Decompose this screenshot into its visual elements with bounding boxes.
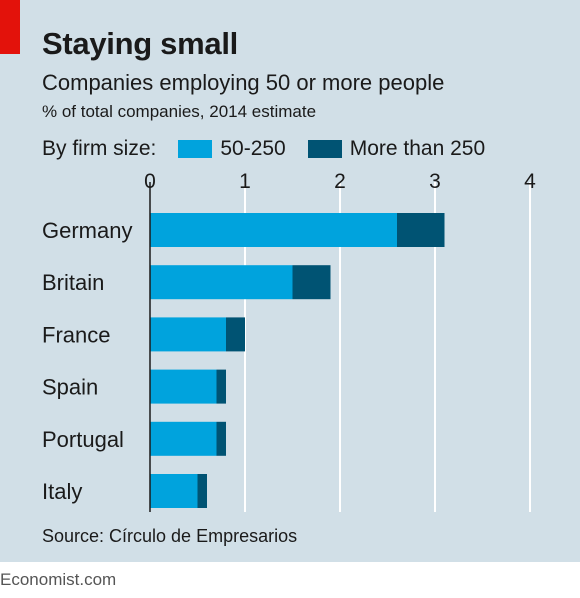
bar-italy-50-250 [150, 474, 198, 508]
bar-france-50-250 [150, 317, 226, 352]
legend-text-more-than-250: More than 250 [349, 137, 486, 160]
source-note: Source: Círculo de Empresarios [42, 526, 298, 546]
chart-subtitle: Companies employing 50 or more people [42, 70, 445, 95]
legend-text-50-250: 50-250 [220, 137, 286, 160]
chart-unit: % of total companies, 2014 estimate [42, 102, 317, 121]
x-tick-label-0: 0 [144, 170, 156, 193]
bar-portugal-more-than-250 [216, 421, 226, 456]
legend-item-more-than-250: More than 250 [307, 137, 486, 161]
legend-item-50-250: 50-250 [178, 137, 286, 161]
red-tag [0, 0, 20, 54]
category-label-france: France [42, 322, 110, 347]
x-tick-label-2: 2 [334, 170, 346, 193]
bar-portugal-50-250 [150, 421, 217, 456]
bar-france-more-than-250 [226, 317, 245, 352]
chart-title: Staying small [42, 26, 238, 61]
legend: By firm size: 50-250 More than 250 [42, 136, 485, 162]
x-tick-label-4: 4 [524, 170, 536, 193]
category-label-spain: Spain [42, 375, 98, 400]
bar-germany-more-than-250 [397, 213, 445, 247]
bar-britain-50-250 [150, 265, 293, 300]
bar-chart: 0 1 2 3 4 Germany Britain France Spain Portugal It… [42, 170, 536, 512]
category-label-germany: Germany [42, 218, 132, 243]
x-tick-label-1: 1 [239, 170, 251, 193]
bar-spain-50-250 [150, 369, 217, 404]
legend-label: By firm size: [42, 137, 157, 160]
footer-credit: Economist.com [0, 570, 117, 589]
bar-italy-more-than-250 [197, 474, 207, 508]
bar-spain-more-than-250 [216, 369, 226, 404]
category-label-portugal: Portugal [42, 427, 124, 452]
bar-britain-more-than-250 [292, 265, 331, 300]
legend-swatch-more-than-250 [307, 140, 342, 158]
category-label-britain: Britain [42, 270, 104, 295]
bar-germany-50-250 [150, 213, 397, 247]
legend-swatch-50-250 [178, 140, 213, 158]
category-label-italy: Italy [42, 479, 82, 504]
x-tick-label-3: 3 [429, 170, 441, 193]
